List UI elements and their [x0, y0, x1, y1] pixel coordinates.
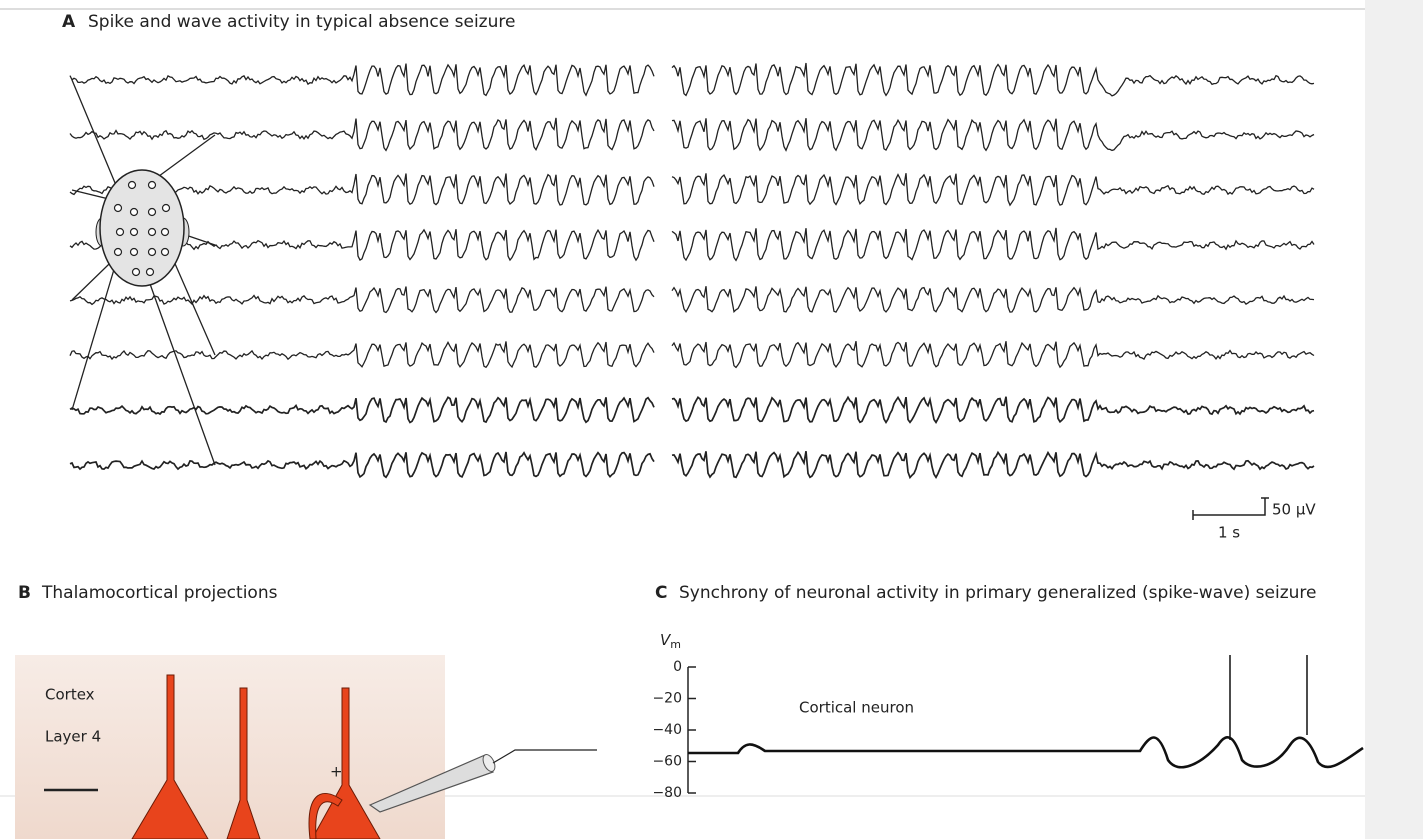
electrode: [145, 267, 155, 277]
eeg-trace: [671, 395, 1315, 425]
electrode-lead: [71, 255, 119, 411]
side-strip: [1365, 0, 1423, 839]
panel-letter: B: [18, 583, 31, 603]
electrode: [113, 203, 123, 213]
trace-label: Cortical neuron: [799, 699, 914, 717]
layer-label: Layer 4: [45, 728, 101, 746]
eeg-trace: [69, 117, 655, 152]
electrode: [160, 247, 170, 257]
electrode: [131, 267, 141, 277]
panel-letter: C: [655, 583, 667, 603]
electrode-lead: [71, 79, 119, 191]
electrode: [160, 227, 170, 237]
axon-terminal: [308, 792, 343, 839]
electrode: [147, 207, 157, 217]
tick-label: −60: [652, 754, 682, 770]
action-potentials: [1229, 655, 1308, 740]
panel-title: Spike and wave activity in typical absen…: [88, 12, 515, 32]
neuron: [131, 674, 209, 839]
eeg-traces: [69, 62, 1315, 480]
axis-label: Vm: [660, 631, 681, 652]
electrode: [115, 227, 125, 237]
electrode-lead: [139, 255, 216, 466]
electrode: [129, 227, 139, 237]
eeg-trace: [69, 286, 655, 314]
pipette-end: [482, 754, 496, 772]
eeg-trace: [671, 286, 1315, 314]
axis-label-sub: m: [670, 638, 681, 651]
neuron-trace: [688, 736, 1364, 769]
eeg-trace: [671, 118, 1315, 152]
tick-label: 0: [673, 659, 682, 675]
tick-label: −40: [652, 722, 682, 738]
electrode: [147, 180, 157, 190]
electrode: [147, 227, 157, 237]
eeg-trace: [671, 62, 1315, 97]
electrode: [113, 247, 123, 257]
neuron: [226, 687, 261, 839]
y-axis: 0 −20 −40 −60 −80: [652, 659, 696, 801]
panel-letter: A: [62, 12, 76, 32]
sign-label: +: [330, 763, 343, 781]
pipette: [368, 754, 494, 813]
electrode-head: [71, 79, 216, 466]
head: [99, 169, 185, 287]
region-label: Cortex: [45, 686, 95, 704]
tick-label: −20: [652, 691, 682, 707]
eeg-trace: [671, 341, 1315, 369]
eeg-trace: [69, 63, 655, 97]
electrode: [127, 180, 137, 190]
scale-time: 1 s: [1218, 524, 1240, 542]
neurons: [131, 674, 381, 839]
panel-title: Synchrony of neuronal activity in primar…: [679, 583, 1316, 603]
electrode: [161, 203, 171, 213]
scale-voltage: 50 μV: [1272, 501, 1316, 519]
tick-label: −80: [652, 785, 682, 801]
eeg-trace: [69, 396, 655, 424]
neuron: [311, 687, 381, 839]
electrode: [129, 247, 139, 257]
axis-label-main: V: [660, 631, 672, 649]
eeg-trace: [671, 227, 1315, 262]
electrode: [129, 207, 139, 217]
panel-title: Thalamocortical projections: [41, 583, 278, 603]
electrode: [147, 247, 157, 257]
scale-bar: [1192, 497, 1269, 520]
eeg-trace: [69, 451, 655, 479]
eeg-trace: [671, 450, 1315, 480]
cortex-box: [15, 655, 445, 839]
eeg-trace: [671, 173, 1315, 207]
pipette-wire: [492, 749, 597, 764]
eeg-trace: [69, 341, 655, 369]
